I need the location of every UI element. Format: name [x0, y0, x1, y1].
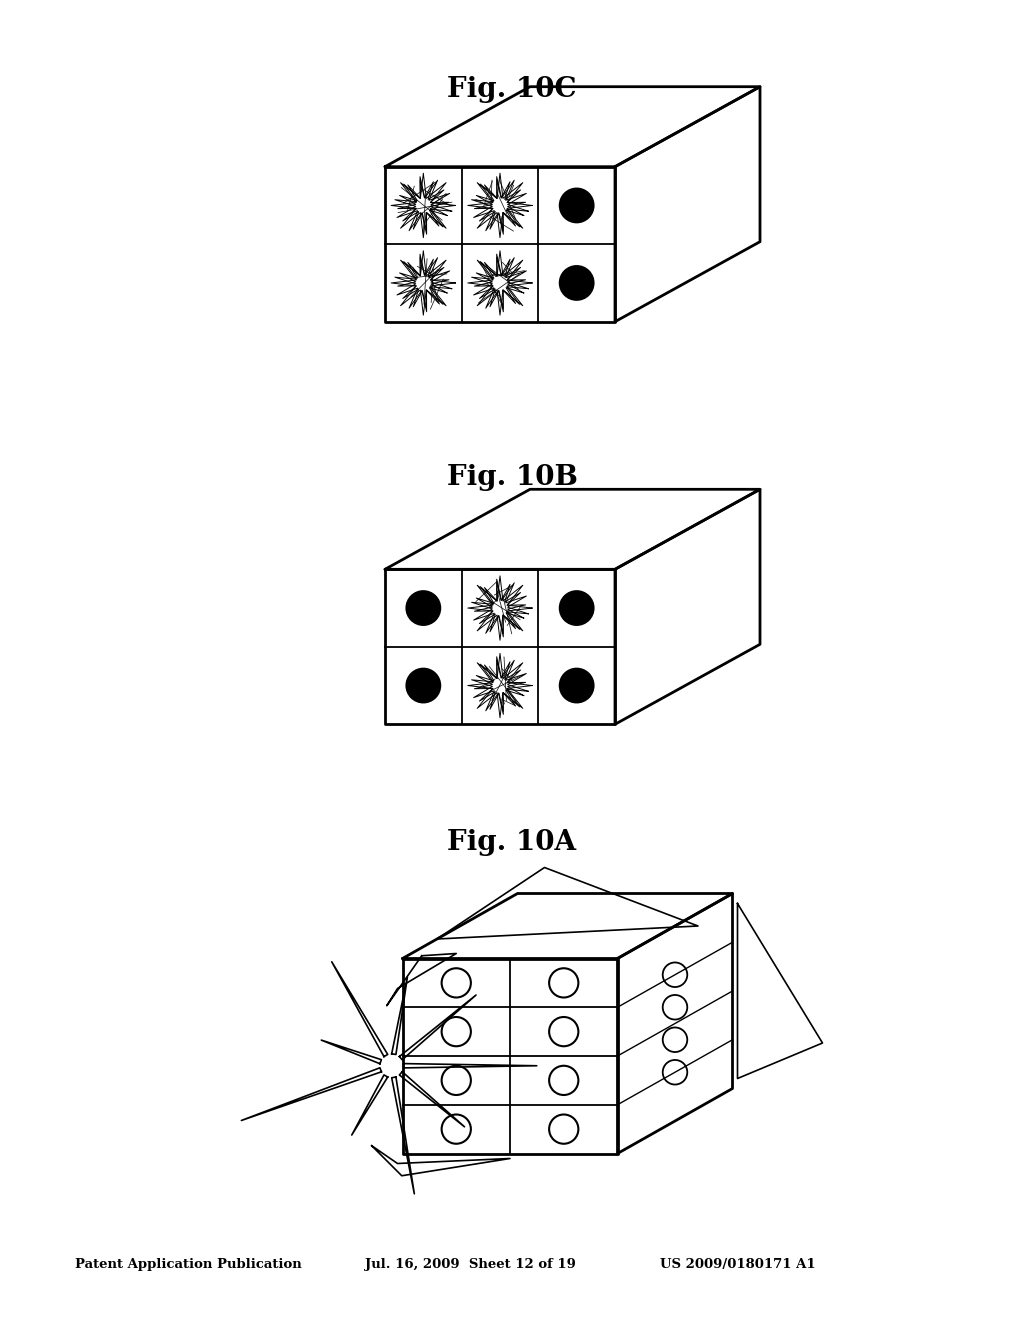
Polygon shape — [352, 1074, 388, 1135]
Polygon shape — [403, 1064, 537, 1068]
Polygon shape — [387, 953, 457, 1006]
Circle shape — [560, 591, 594, 624]
Polygon shape — [437, 867, 698, 939]
Polygon shape — [372, 1146, 510, 1176]
Circle shape — [407, 591, 440, 624]
Polygon shape — [737, 903, 822, 1078]
Polygon shape — [399, 995, 476, 1060]
Text: Fig. 10B: Fig. 10B — [446, 465, 578, 491]
Circle shape — [560, 267, 594, 300]
Polygon shape — [332, 962, 388, 1056]
Text: Fig. 10A: Fig. 10A — [447, 829, 577, 855]
Circle shape — [560, 189, 594, 222]
Text: US 2009/0180171 A1: US 2009/0180171 A1 — [660, 1258, 816, 1271]
Polygon shape — [392, 977, 408, 1055]
Text: Fig. 10C: Fig. 10C — [447, 77, 577, 103]
Circle shape — [407, 669, 440, 702]
Text: Patent Application Publication: Patent Application Publication — [75, 1258, 302, 1271]
Polygon shape — [242, 1068, 381, 1121]
Polygon shape — [399, 1072, 465, 1127]
Polygon shape — [322, 1040, 381, 1064]
Circle shape — [560, 669, 594, 702]
Polygon shape — [392, 1077, 415, 1193]
Text: Jul. 16, 2009  Sheet 12 of 19: Jul. 16, 2009 Sheet 12 of 19 — [365, 1258, 575, 1271]
